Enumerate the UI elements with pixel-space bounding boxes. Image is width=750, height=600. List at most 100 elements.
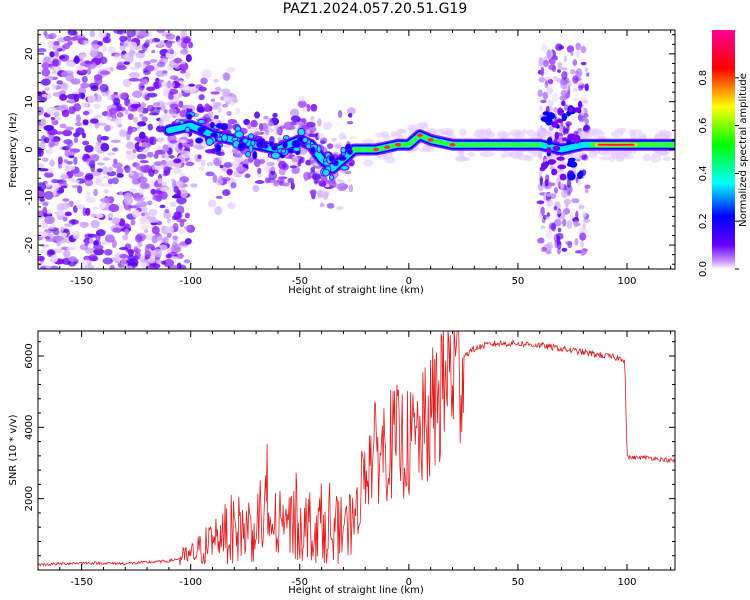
trace-blob: [195, 137, 204, 144]
spectral-blob: [580, 249, 585, 257]
spectral-blob: [130, 219, 136, 226]
spectral-blob: [217, 106, 222, 114]
spectral-blob: [72, 231, 80, 240]
spectral-halo: [433, 129, 447, 137]
spectral-blob: [317, 118, 322, 127]
spectral-blob: [73, 205, 78, 213]
spectral-blob: [178, 228, 185, 234]
spectral-blob: [90, 118, 99, 124]
spectrogram-scatter: [38, 30, 675, 269]
spectral-blob: [152, 81, 162, 90]
spectral-blob: [38, 231, 48, 238]
spectral-blob: [180, 30, 187, 38]
trace-blob: [200, 125, 207, 133]
spectral-blob: [113, 158, 118, 164]
spectral-blob: [190, 183, 198, 188]
spectral-blob: [61, 109, 70, 118]
spectral-blob: [118, 218, 126, 227]
spectral-blob: [94, 144, 101, 153]
spectral-blob: [234, 107, 241, 115]
trace-blob: [328, 174, 335, 181]
spectral-blob: [66, 160, 73, 165]
spectral-blob: [178, 100, 184, 108]
spectral-blob: [291, 156, 299, 166]
spectral-blob: [213, 115, 219, 120]
trace-blob: [328, 154, 336, 163]
spectral-blob: [250, 119, 258, 128]
spectral-blob: [179, 138, 187, 144]
spectral-blob: [221, 103, 229, 108]
x-tick-label: 100: [617, 577, 636, 588]
spectral-blob: [546, 199, 554, 207]
spectral-blob: [102, 257, 113, 265]
spectral-blob: [157, 136, 165, 143]
spectral-blob: [132, 148, 137, 154]
spectral-blob: [225, 66, 236, 73]
spectral-blob: [537, 237, 545, 244]
spectral-blob: [164, 208, 170, 214]
spectral-blob: [577, 114, 584, 121]
spectral-blob: [84, 174, 90, 181]
spectral-blob: [231, 148, 239, 154]
spectral-blob: [212, 102, 222, 108]
spectral-blob: [569, 69, 576, 75]
spectral-blob: [100, 135, 110, 141]
spectral-blob: [567, 80, 572, 88]
spectral-blob: [119, 253, 129, 259]
spectral-halo: [662, 156, 672, 162]
spectral-blob: [540, 99, 547, 104]
spectral-blob: [44, 34, 55, 40]
spectral-blob: [548, 105, 553, 113]
spectral-blob: [133, 116, 139, 124]
spectral-blob: [93, 248, 105, 256]
spectral-blob: [101, 45, 107, 52]
spectral-blob: [338, 132, 346, 140]
spectral-blob: [41, 94, 47, 98]
burst-blob: [546, 137, 553, 146]
trace-hotspot: [416, 133, 423, 137]
burst-blob: [557, 164, 567, 170]
spectral-blob: [47, 249, 56, 256]
spectral-blob: [125, 141, 135, 150]
spectral-halo: [375, 132, 385, 138]
spectral-blob: [176, 218, 187, 223]
spectral-blob: [41, 157, 49, 162]
spectral-blob: [43, 190, 54, 200]
spectral-blob: [57, 156, 63, 165]
spectral-blob: [90, 220, 100, 229]
spectral-blob: [253, 158, 261, 168]
spectral-blob: [59, 123, 67, 129]
spectral-blob: [278, 167, 286, 176]
spectral-blob: [50, 83, 57, 90]
spectral-blob: [76, 66, 85, 71]
spectral-blob: [572, 75, 579, 84]
spectral-blob: [79, 265, 91, 269]
spectral-blob: [173, 158, 182, 164]
spectral-blob: [138, 50, 146, 54]
spectral-halo: [610, 130, 624, 138]
x-tick-label: 100: [617, 276, 636, 287]
spectral-blob: [90, 154, 100, 162]
spectral-blob: [219, 164, 224, 169]
spectral-blob: [574, 237, 579, 246]
spectral-blob: [215, 195, 223, 199]
spectral-blob: [38, 48, 47, 53]
spectral-blob: [111, 217, 121, 225]
spectral-blob: [96, 168, 103, 173]
spectral-halo: [578, 150, 586, 156]
spectral-blob: [90, 44, 101, 49]
trace-hotspot: [394, 142, 401, 147]
spectral-blob: [196, 106, 206, 113]
spectral-blob: [183, 157, 193, 163]
spectral-blob: [146, 151, 154, 158]
spectral-blob: [46, 106, 57, 116]
spectral-blob: [92, 206, 99, 211]
spectral-blob: [298, 95, 306, 102]
spectral-blob: [53, 40, 60, 46]
spectral-blob: [153, 161, 164, 166]
spectral-blob: [102, 166, 108, 175]
spectral-blob: [552, 92, 559, 103]
burst-blob: [559, 173, 567, 181]
spectral-blob: [558, 45, 565, 50]
spectral-blob: [560, 79, 568, 90]
